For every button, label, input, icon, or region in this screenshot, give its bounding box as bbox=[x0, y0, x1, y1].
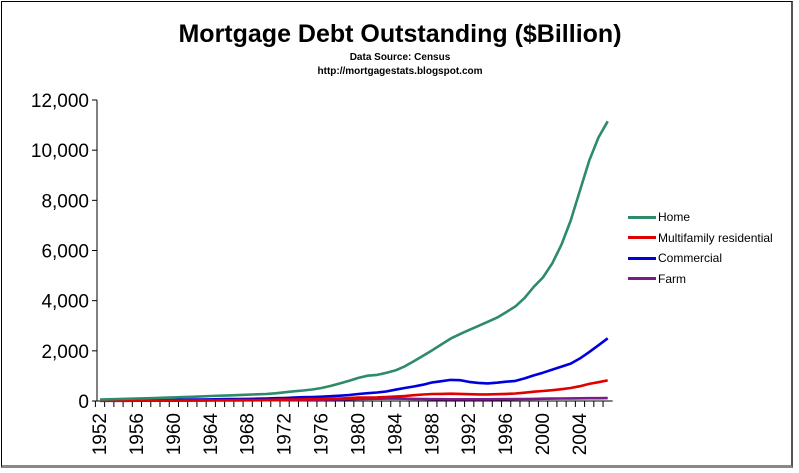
y-tick-label: 2,000 bbox=[41, 342, 89, 363]
y-tick-label: 8,000 bbox=[41, 191, 89, 212]
legend-item-farm: Farm bbox=[628, 269, 773, 290]
series-line-multifamily-residential bbox=[100, 379, 608, 403]
x-tick-label: 1968 bbox=[238, 413, 259, 455]
chart-subtitle: Data Source: Census bbox=[349, 52, 451, 63]
legend-swatch bbox=[628, 236, 656, 240]
y-tick-label: 4,000 bbox=[41, 292, 89, 313]
x-tick-label: 1956 bbox=[127, 413, 148, 455]
x-tick-label: 1976 bbox=[312, 413, 333, 455]
legend-swatch bbox=[628, 215, 656, 219]
y-tick-label: 10,000 bbox=[31, 141, 89, 162]
legend: Home Multifamily residential Commercial … bbox=[628, 207, 773, 289]
legend-label: Multifamily residential bbox=[658, 230, 773, 245]
chart-source-url: http://mortgagestats.blogspot.com bbox=[317, 66, 483, 77]
y-tick-label: 6,000 bbox=[41, 242, 89, 263]
legend-swatch bbox=[628, 277, 656, 281]
legend-item-multifamily: Multifamily residential bbox=[628, 228, 773, 249]
x-tick-label: 1992 bbox=[459, 413, 480, 455]
y-tick-label: 12,000 bbox=[31, 91, 89, 112]
x-tick-label: 1960 bbox=[164, 413, 185, 455]
legend-label: Commercial bbox=[658, 251, 723, 266]
legend-swatch bbox=[628, 256, 656, 260]
legend-item-home: Home bbox=[628, 207, 773, 228]
x-tick-label: 1964 bbox=[201, 413, 222, 456]
x-tick-label: 1996 bbox=[496, 413, 517, 455]
x-tick-label: 1988 bbox=[422, 413, 443, 455]
legend-item-commercial: Commercial bbox=[628, 248, 773, 269]
x-tick-label: 1980 bbox=[348, 413, 369, 455]
series-line-home bbox=[99, 120, 609, 401]
x-tick-label: 1984 bbox=[385, 413, 406, 456]
x-tick-label: 2000 bbox=[533, 413, 554, 455]
y-tick-label: 0 bbox=[78, 392, 89, 413]
x-tick-label: 1972 bbox=[275, 413, 296, 455]
x-tick-label: 1952 bbox=[90, 413, 111, 455]
legend-label: Home bbox=[658, 210, 691, 225]
x-tick-label: 2004 bbox=[570, 413, 591, 456]
legend-label: Farm bbox=[658, 271, 686, 286]
chart-title: Mortgage Debt Outstanding ($Billion) bbox=[178, 20, 622, 48]
